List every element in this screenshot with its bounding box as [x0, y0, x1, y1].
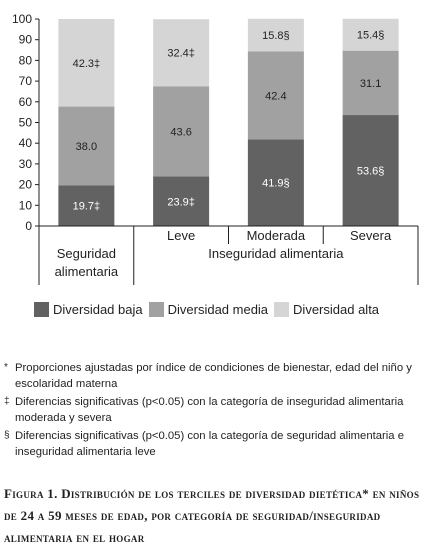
y-tick-label: 70 [19, 74, 33, 88]
bar-segment [342, 50, 399, 116]
y-tick-label: 30 [19, 157, 33, 171]
data-label: 38.0 [76, 141, 97, 153]
data-label: 43.6 [170, 126, 191, 138]
legend-item-diversidad-baja: Diversidad baja [34, 302, 143, 317]
footnote-symbol: ‡ [4, 396, 10, 407]
legend-label-media: Diversidad media [167, 302, 269, 317]
legend-swatch-media [148, 302, 164, 317]
bar-segment [153, 86, 210, 177]
bar-segment [342, 18, 399, 51]
stacked-bar-chart: 0 10 20 30 40 50 60 70 80 90 100 19.7‡ 38.0 42.3‡ 23.9… [12, 12, 419, 285]
x-category-label: Severa [350, 228, 392, 243]
footnotes: * Proporciones ajustadas por índice de c… [4, 360, 420, 462]
x-category-label: Seguridad [57, 246, 116, 261]
data-label: 53.6§ [357, 166, 385, 178]
data-label: 19.7‡ [73, 201, 101, 213]
footnote-adjusted: * Proporciones ajustadas por índice de c… [4, 360, 420, 392]
data-label: 41.9§ [262, 178, 290, 190]
x-category-label: Moderada [247, 228, 306, 243]
legend-label-alta: Diversidad alta [293, 302, 380, 317]
legend-label-baja: Diversidad baja [53, 302, 143, 317]
footnote-section: § Diferencias significativas (p<0.05) co… [4, 428, 420, 460]
bar-segment [58, 106, 115, 186]
y-tick-label: 0 [25, 219, 32, 233]
legend-swatch-baja [34, 302, 49, 317]
footnote-text: Proporciones ajustadas por índice de con… [15, 362, 412, 390]
y-tick-label: 40 [19, 136, 33, 150]
legend-item-diversidad-alta: Diversidad alta [274, 302, 379, 317]
legend-swatch-alta [274, 302, 290, 317]
figure-caption: Figura 1. Distribución de los terciles d… [4, 486, 420, 545]
x-category-label: Leve [167, 228, 195, 243]
bar-segment [247, 51, 304, 140]
y-tick-label: 60 [19, 95, 33, 109]
data-label: 42.3‡ [73, 58, 101, 70]
x-group-label: Inseguridad alimentaria [208, 246, 344, 261]
footnote-symbol: § [4, 430, 10, 441]
data-label: 31.1 [360, 78, 381, 90]
bar-segment [153, 176, 210, 226]
bar-segment [247, 139, 304, 226]
bar-segment [342, 115, 399, 226]
y-tick-label: 90 [19, 33, 33, 47]
data-label: 15.4§ [357, 30, 385, 42]
bar-segment [58, 19, 115, 107]
bar-segment [153, 19, 210, 87]
footnote-text: Diferencias significativas (p<0.05) con … [15, 430, 405, 458]
y-tick-label: 10 [19, 198, 33, 212]
x-category-label: alimentaria [55, 264, 119, 279]
bar-segment [58, 185, 115, 226]
y-tick-label: 80 [19, 53, 33, 67]
footnote-double-dagger: ‡ Diferencias significativas (p<0.05) co… [4, 394, 420, 426]
data-label: 42.4 [265, 90, 286, 102]
chart-legend: Diversidad baja Diversidad media Diversi… [34, 302, 379, 317]
legend-item-diversidad-media: Diversidad media [148, 302, 269, 317]
data-label: 15.8§ [262, 30, 290, 42]
footnote-text: Diferencias significativas (p<0.05) con … [15, 396, 404, 424]
y-tick-label: 50 [19, 116, 33, 130]
bar-segment [247, 18, 304, 52]
data-label: 23.9‡ [167, 196, 195, 208]
footnote-symbol: * [4, 362, 8, 373]
data-label: 32.4‡ [167, 48, 195, 60]
y-tick-label: 20 [19, 178, 33, 192]
y-tick-label: 100 [12, 12, 32, 26]
